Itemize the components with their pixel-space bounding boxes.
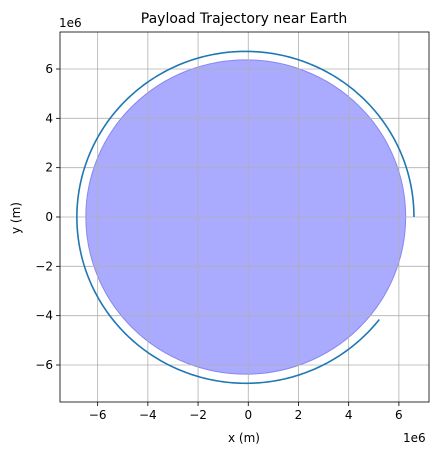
x-axis-label: x (m) <box>228 431 260 445</box>
x-tick-label-6: 6 <box>395 408 403 422</box>
chart-title: Payload Trajectory near Earth <box>141 11 347 27</box>
y-tick-label-1: −4 <box>35 309 53 323</box>
y-tick-label-6: 6 <box>45 62 53 76</box>
y-tick-label-4: 2 <box>45 161 53 175</box>
y-tick-label-5: 4 <box>45 111 53 125</box>
x-tick-label-3: 0 <box>244 408 252 422</box>
x-tick-label-2: −2 <box>189 408 207 422</box>
y-offset-label: 1e6 <box>59 16 82 30</box>
x-offset-label: 1e6 <box>403 431 426 445</box>
y-axis-label: y (m) <box>9 202 23 234</box>
x-tick-label-4: 2 <box>295 408 303 422</box>
y-tick-label-0: −6 <box>35 358 53 372</box>
trajectory-line <box>76 50 415 385</box>
x-tick-label-0: −6 <box>89 408 107 422</box>
y-tick-label-2: −2 <box>35 259 53 273</box>
x-tick-label-5: 4 <box>345 408 353 422</box>
x-tick-label-1: −4 <box>139 408 157 422</box>
plot-area: −6 −4 −2 0 2 4 6 −6 −4 −2 0 2 4 6 <box>35 31 430 422</box>
y-tick-label-3: 0 <box>45 210 53 224</box>
